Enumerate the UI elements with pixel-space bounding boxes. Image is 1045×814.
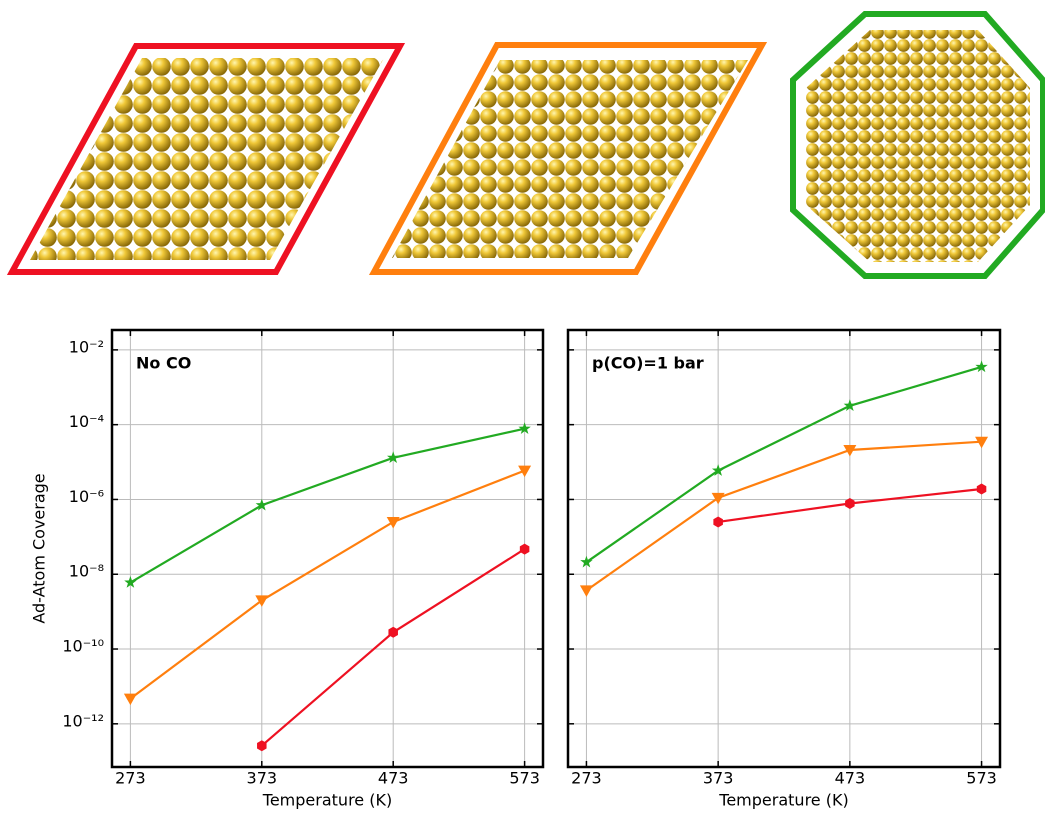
x-tick-label: 473	[378, 769, 409, 788]
plot-frame	[110, 328, 545, 769]
y-tick-label: 10⁻¹⁰	[62, 637, 104, 656]
chart: 273 373 473 573 p(CO)=1 bar Temperature (K)	[566, 328, 1002, 810]
stepped-surface-atoms	[392, 60, 748, 258]
data-point	[124, 576, 137, 588]
x-tick-label: 373	[247, 769, 278, 788]
plot-frame	[566, 328, 1002, 769]
data-point	[519, 543, 530, 555]
x-tick-label: 273	[115, 769, 146, 788]
annotation: p(CO)=1 bar	[592, 354, 704, 373]
annotation: No CO	[136, 354, 191, 373]
x-tick-label: 573	[966, 769, 997, 788]
y-tick-label: 10⁻²	[69, 337, 104, 356]
surface-images	[6, 11, 1045, 279]
data-point	[580, 555, 593, 568]
data-point	[713, 516, 723, 528]
data-point	[518, 465, 532, 478]
data-point	[257, 740, 267, 752]
data-point	[975, 436, 989, 449]
data-point	[976, 483, 987, 495]
x-tick-label: 273	[571, 769, 602, 788]
particle-frame	[790, 11, 1045, 279]
data-point	[387, 451, 400, 464]
data-point	[579, 585, 593, 597]
data-point	[843, 399, 857, 412]
data-point	[975, 360, 988, 373]
series-line	[585, 440, 982, 592]
data-point	[711, 492, 725, 505]
data-point	[845, 497, 855, 509]
data-point	[711, 464, 725, 476]
flat-surface-atoms	[30, 58, 384, 260]
y-tick-label: 10⁻⁸	[69, 562, 104, 581]
data-point	[386, 516, 400, 529]
y-tick-label: 10⁻⁴	[69, 412, 104, 431]
y-tick-label: 10⁻¹²	[62, 711, 104, 730]
x-tick-label: 473	[835, 769, 866, 788]
series-line	[129, 469, 526, 700]
x-axis-label: Temperature (K)	[262, 791, 392, 810]
data-point	[388, 626, 398, 638]
x-axis-label: Temperature (K)	[718, 791, 848, 810]
chart: 273 373 473 573 10⁻¹² 10⁻¹⁰ 10⁻⁸ 10⁻⁶ 10⁻⁴ 10⁻² No…	[30, 328, 545, 810]
data-point	[123, 693, 137, 706]
x-tick-label: 373	[703, 769, 734, 788]
data-point	[255, 595, 269, 607]
series-line	[129, 427, 525, 584]
stepped-surface-frame	[368, 42, 768, 275]
y-axis-label: Ad-Atom Coverage	[30, 473, 49, 623]
y-tick-label: 10⁻⁶	[69, 487, 104, 506]
particle-atoms	[806, 30, 1030, 262]
flat-surface-frame	[6, 43, 406, 275]
data-point	[255, 498, 268, 511]
data-point	[843, 445, 857, 457]
x-tick-label: 573	[509, 769, 540, 788]
data-point	[518, 422, 531, 434]
series-line	[585, 365, 982, 564]
